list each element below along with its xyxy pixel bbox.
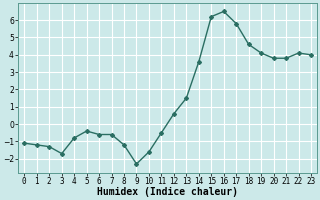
X-axis label: Humidex (Indice chaleur): Humidex (Indice chaleur) xyxy=(97,187,238,197)
